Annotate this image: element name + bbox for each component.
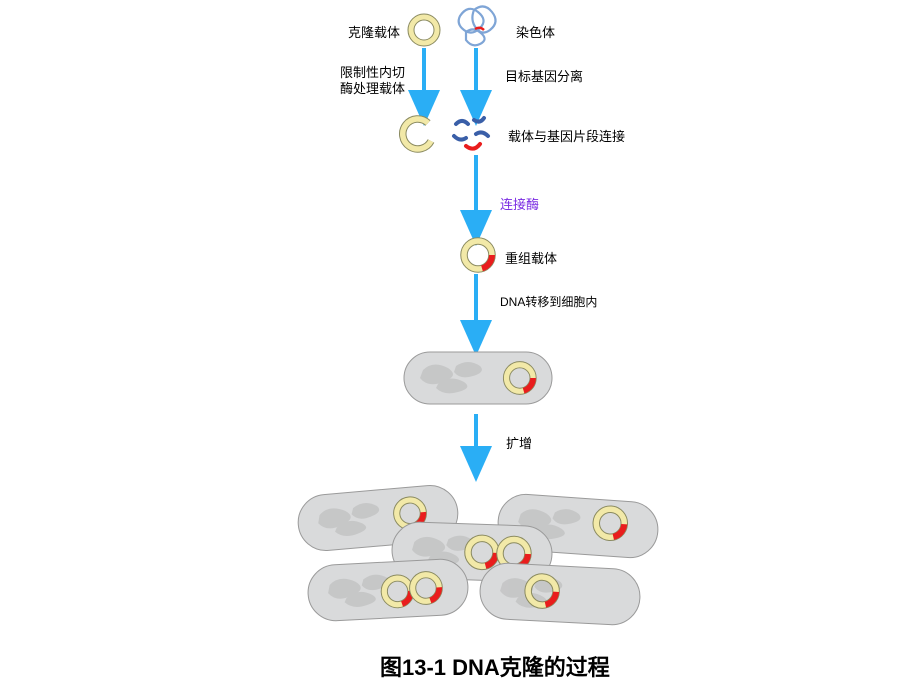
cloning-vector-icon: [411, 17, 437, 43]
diagram-svg: [0, 0, 920, 690]
label-dna-transfer: DNA转移到细胞内: [500, 293, 597, 310]
recombinant-vector-icon: [464, 241, 492, 269]
label-ligase: 连接酶: [500, 194, 539, 213]
label-ligation: 载体与基因片段连接: [508, 126, 625, 145]
amplified-cells-icon: [296, 483, 660, 626]
chromosome-icon: [459, 6, 496, 45]
figure-caption: 图13-1 DNA克隆的过程: [380, 650, 610, 682]
gene-fragments-icon: [454, 118, 488, 149]
label-recombinant: 重组载体: [505, 248, 557, 267]
label-chromosome: 染色体: [516, 22, 555, 41]
diagram-canvas: 克隆载体 染色体 限制性内切 酶处理载体 目标基因分离 载体与基因片段连接 连接…: [0, 0, 920, 690]
label-cloning-vector: 克隆载体: [348, 22, 400, 41]
label-amplification: 扩增: [506, 433, 532, 452]
host-cell-icon: [404, 352, 552, 404]
label-target-gene: 目标基因分离: [505, 66, 583, 85]
label-restriction-l2: 酶处理载体: [340, 78, 405, 97]
open-plasmid-icon: [403, 119, 431, 149]
